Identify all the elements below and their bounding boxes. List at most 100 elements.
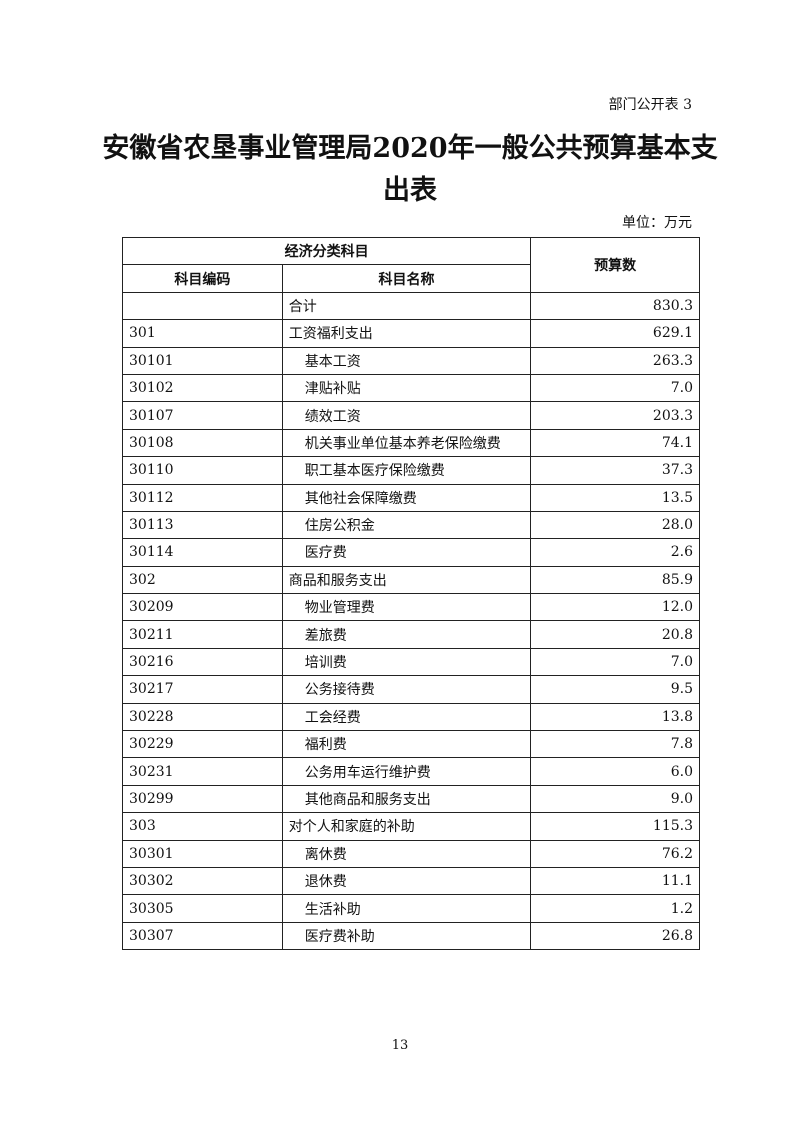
cell-code: 30114 [122, 538, 283, 567]
cell-name: 培训费 [281, 647, 532, 677]
table-row: 30228 工会经费 13.8 [122, 702, 700, 732]
cell-code: 30302 [122, 866, 283, 896]
header-row: 科目编码 科目名称 [122, 264, 700, 293]
cell-name: 职工基本医疗保险缴费 [281, 456, 532, 485]
table-row: 30231 公务用车运行维护费 6.0 [122, 757, 700, 786]
document-tag: 部门公开表 3 [608, 97, 692, 113]
budget-table: 经济分类科目 预算数 科目编码 科目名称 合计 830.3 301 工资福利支出 629… [121, 236, 700, 951]
cell-amount: 13.8 [530, 702, 700, 732]
cell-name: 工资福利支出 [281, 319, 532, 348]
cell-code: 30299 [122, 784, 283, 814]
cell-name: 津贴补贴 [281, 373, 532, 403]
page-title: 安徽省农垦事业管理局2020年一般公共预算基本支出表 [102, 133, 718, 206]
cell-name: 差旅费 [281, 620, 532, 649]
cell-amount: 20.8 [530, 620, 700, 649]
cell-amount: 7.8 [530, 730, 700, 759]
table-row: 30113 住房公积金 28.0 [122, 510, 700, 540]
cell-amount: 263.3 [530, 346, 700, 375]
cell-name: 对个人和家庭的补助 [281, 812, 532, 841]
header-group: 经济分类科目 [121, 236, 532, 266]
cell-name: 其他社会保障缴费 [281, 483, 532, 512]
cell-amount: 85.9 [530, 565, 700, 595]
table-row: 30229 福利费 7.8 [122, 730, 700, 759]
cell-name: 福利费 [281, 730, 532, 759]
table-row: 30307 医疗费补助 26.8 [122, 921, 700, 951]
cell-amount: 2.6 [530, 538, 700, 567]
table-row: 合计 830.3 [122, 291, 700, 321]
cell-name: 离休费 [281, 839, 532, 868]
cell-code: 301 [122, 319, 283, 348]
cell-amount: 12.0 [530, 593, 700, 622]
cell-code [122, 291, 283, 321]
table-row: 30211 差旅费 20.8 [122, 620, 700, 649]
cell-name: 机关事业单位基本养老保险缴费 [281, 428, 532, 458]
table-row: 30101 基本工资 263.3 [122, 346, 700, 375]
table-row: 30112 其他社会保障缴费 13.5 [122, 483, 700, 512]
cell-amount: 7.0 [530, 647, 700, 677]
cell-code: 30107 [122, 401, 283, 430]
cell-code: 30217 [122, 675, 283, 704]
cell-amount: 26.8 [530, 921, 700, 951]
table-row: 30299 其他商品和服务支出 9.0 [122, 784, 700, 814]
header-row: 经济分类科目 预算数 [121, 236, 700, 293]
cell-amount: 629.1 [530, 319, 700, 348]
cell-name: 商品和服务支出 [281, 565, 532, 595]
header-amount: 预算数 [530, 237, 700, 293]
cell-amount: 74.1 [530, 428, 700, 458]
table-row: 30216 培训费 7.0 [122, 647, 700, 677]
cell-amount: 830.3 [530, 291, 700, 321]
table-row: 303 对个人和家庭的补助 115.3 [122, 812, 700, 841]
table-row: 302 商品和服务支出 85.9 [122, 565, 700, 595]
cell-name: 医疗费补助 [281, 921, 532, 951]
cell-code: 30216 [122, 647, 283, 677]
cell-code: 30231 [122, 757, 283, 786]
cell-name: 生活补助 [281, 894, 532, 923]
cell-code: 30228 [122, 702, 283, 732]
cell-amount: 9.5 [530, 675, 700, 704]
cell-name: 退休费 [281, 866, 532, 896]
cell-code: 30301 [122, 839, 283, 868]
cell-code: 30307 [122, 921, 283, 951]
table-row: 30217 公务接待费 9.5 [122, 675, 700, 704]
cell-amount: 1.2 [530, 894, 700, 923]
table-row: 301 工资福利支出 629.1 [122, 319, 700, 348]
cell-code: 30113 [122, 510, 283, 540]
cell-code: 302 [122, 565, 283, 595]
cell-amount: 37.3 [530, 456, 700, 485]
cell-amount: 76.2 [530, 839, 700, 868]
cell-code: 30112 [122, 483, 283, 512]
cell-code: 30305 [122, 894, 283, 923]
cell-amount: 9.0 [530, 784, 700, 814]
header-code: 科目编码 [122, 264, 283, 293]
table-row: 30110 职工基本医疗保险缴费 37.3 [122, 456, 700, 485]
cell-name: 医疗费 [281, 538, 532, 567]
header-name: 科目名称 [281, 264, 532, 293]
cell-code: 30229 [122, 730, 283, 759]
cell-name: 物业管理费 [281, 593, 532, 622]
cell-name: 其他商品和服务支出 [281, 784, 532, 814]
cell-code: 30101 [122, 346, 283, 375]
table-row: 30209 物业管理费 12.0 [122, 593, 700, 622]
cell-amount: 6.0 [530, 757, 700, 786]
page-number: 13 [391, 1038, 409, 1053]
cell-code: 30209 [122, 593, 283, 622]
cell-name: 公务用车运行维护费 [281, 757, 532, 786]
table-row: 30114 医疗费 2.6 [122, 538, 700, 567]
cell-name: 基本工资 [281, 346, 532, 375]
cell-amount: 28.0 [530, 510, 700, 540]
cell-code: 30108 [122, 428, 283, 458]
cell-amount: 11.1 [530, 866, 700, 896]
cell-name: 公务接待费 [281, 675, 532, 704]
cell-amount: 203.3 [530, 401, 700, 430]
unit-label: 单位：万元 [622, 215, 692, 231]
cell-name: 合计 [281, 291, 532, 321]
table-row: 30102 津贴补贴 7.0 [122, 373, 700, 403]
cell-code: 30110 [122, 456, 283, 485]
cell-amount: 13.5 [530, 483, 700, 512]
cell-code: 303 [122, 812, 283, 841]
cell-name: 住房公积金 [281, 510, 532, 540]
cell-code: 30211 [122, 620, 283, 649]
cell-code: 30102 [122, 373, 283, 403]
table-row: 30302 退休费 11.1 [122, 866, 700, 896]
cell-name: 工会经费 [281, 702, 532, 732]
